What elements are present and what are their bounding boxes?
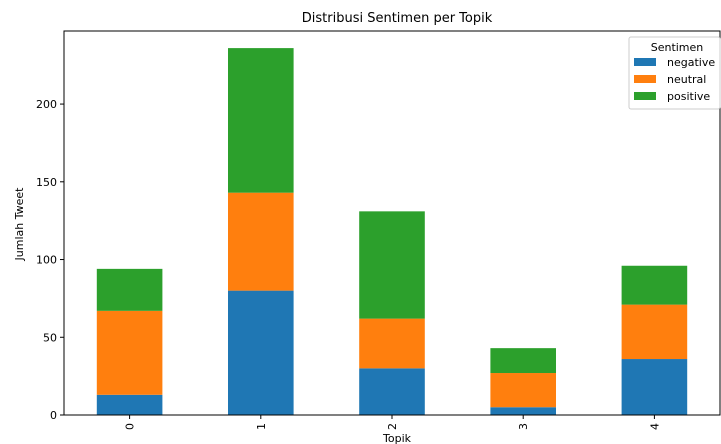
bar-positive-topic-2: [359, 211, 425, 319]
x-axis-label: Topik: [382, 432, 412, 444]
y-tick-label: 200: [36, 98, 57, 111]
x-tick-label: 1: [255, 423, 268, 430]
y-tick-label: 50: [43, 331, 57, 344]
bar-neutral-topic-4: [621, 304, 688, 360]
bars-group: [96, 48, 688, 415]
legend-swatch-positive: [634, 92, 656, 100]
y-tick-label: 150: [36, 176, 57, 189]
bar-positive-topic-1: [228, 48, 294, 193]
legend: Sentimen negative neutral positive: [628, 36, 721, 110]
bar-positive-topic-0: [96, 268, 163, 311]
bar-negative-topic-1: [228, 290, 294, 415]
bar-neutral-topic-3: [490, 373, 556, 408]
y-tick-label: 100: [36, 254, 57, 267]
x-tick-label: 0: [124, 423, 137, 430]
bar-negative-topic-3: [490, 407, 556, 415]
legend-label-neutral: neutral: [667, 73, 706, 86]
bar-neutral-topic-1: [228, 192, 294, 291]
bar-neutral-topic-0: [96, 310, 163, 395]
bar-positive-topic-3: [490, 348, 556, 374]
legend-label-positive: positive: [667, 90, 710, 103]
bar-positive-topic-4: [621, 265, 688, 305]
y-axis-label: Jumlah Tweet: [13, 187, 26, 262]
x-tick-label: 3: [517, 423, 530, 430]
x-tick-label: 2: [386, 423, 399, 430]
bar-negative-topic-0: [96, 394, 163, 415]
x-tick-label: 4: [648, 423, 661, 430]
bar-negative-topic-2: [359, 368, 425, 415]
axes-group: 0 50 100 150 200 0 1 2 3 4: [36, 30, 721, 430]
bar-negative-topic-4: [621, 359, 688, 415]
legend-swatch-negative: [634, 58, 656, 66]
y-tick-label: 0: [50, 409, 57, 422]
chart-title: Distribusi Sentimen per Topik: [302, 11, 493, 26]
legend-swatch-neutral: [634, 75, 656, 83]
bar-neutral-topic-2: [359, 318, 425, 369]
legend-title: Sentimen: [651, 41, 704, 54]
legend-frame: [628, 36, 721, 110]
legend-label-negative: negative: [667, 56, 715, 69]
